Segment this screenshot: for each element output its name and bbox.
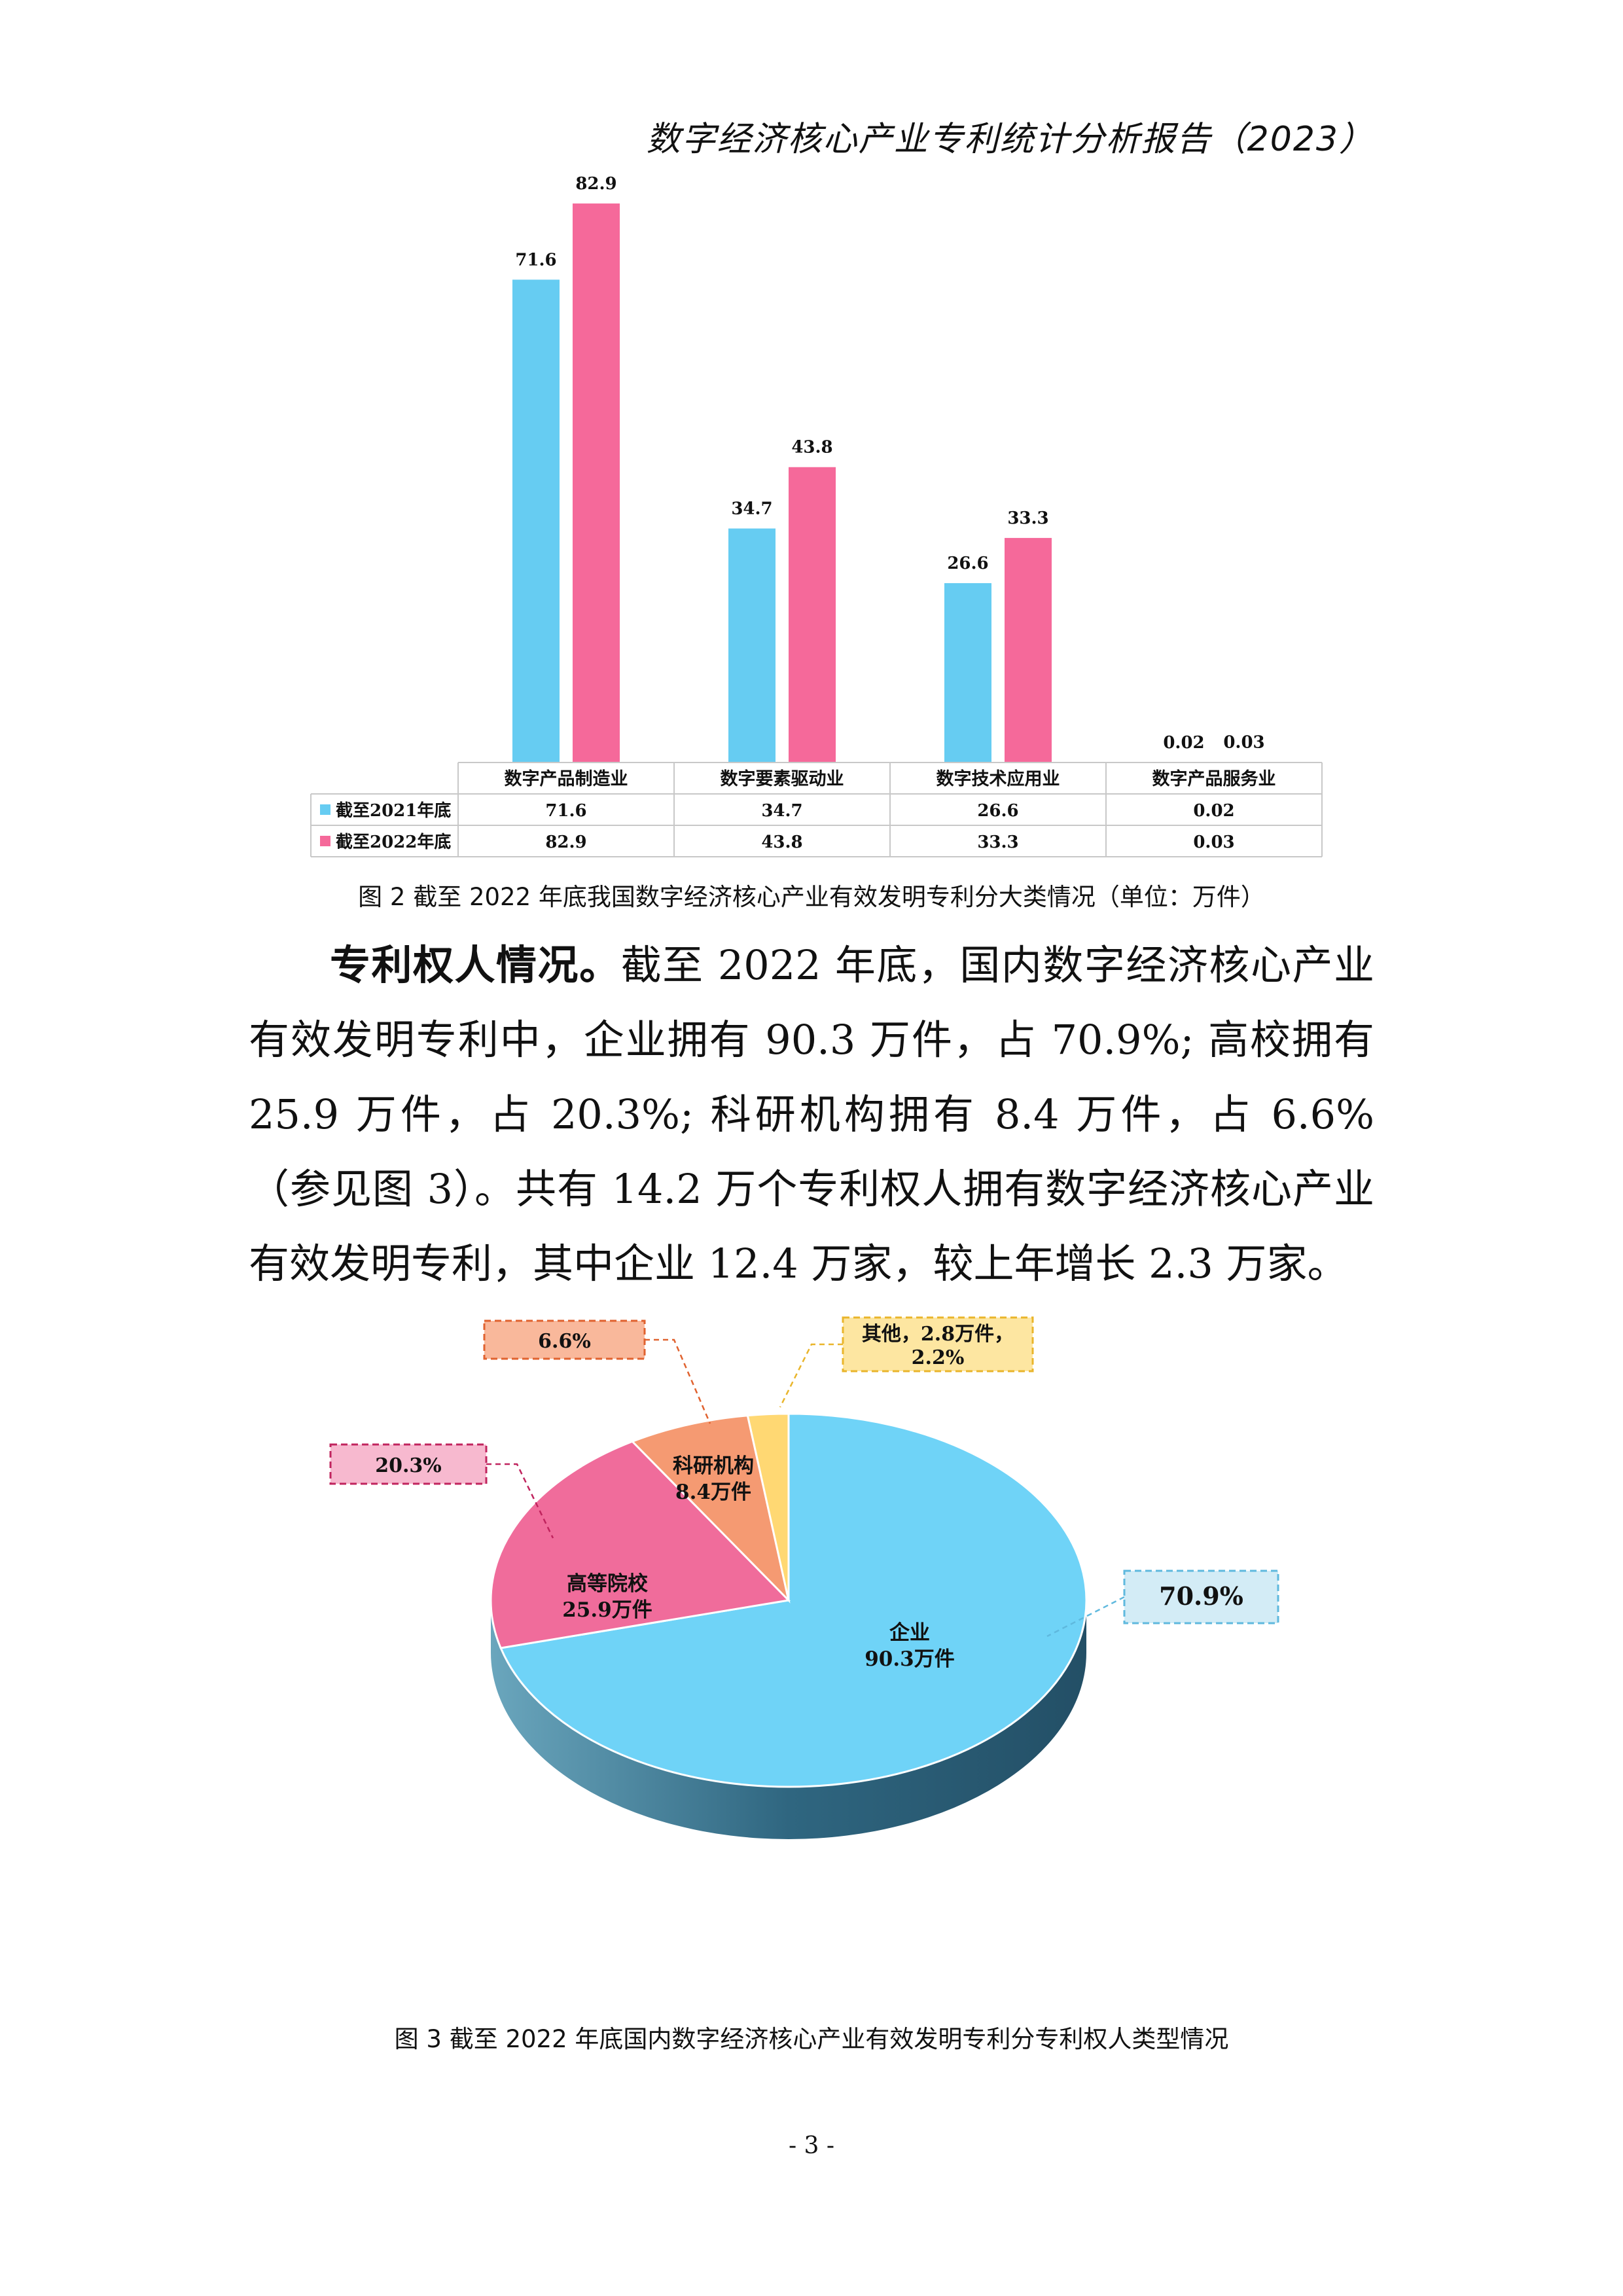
bar-value-label: 0.03	[1223, 733, 1264, 753]
category-label: 数字要素驱动业	[721, 768, 844, 789]
pie-slice-0	[499, 1412, 1088, 1788]
pie-side-wall	[491, 1600, 1086, 1839]
callout-label: 70.9%	[1159, 1581, 1243, 1611]
bar-0-0	[512, 279, 560, 762]
bar-0-2	[944, 583, 991, 762]
category-label: 数字产品服务业	[1152, 768, 1276, 789]
table-cell-value: 33.3	[977, 833, 1018, 852]
category-label: 数字技术应用业	[936, 768, 1060, 789]
bar-1-0	[573, 203, 620, 763]
legend-swatch	[320, 836, 330, 846]
figure-2-bar-chart: 71.6 82.9 34.7 43.8 26.6 33.3 0.02 0.03 数字产品制造业 7…	[310, 174, 1323, 857]
callout-label: 20.3%	[375, 1454, 442, 1477]
pie-slice-2	[630, 1414, 791, 1604]
callout-box	[483, 1319, 646, 1360]
figure-3-caption: 图 3 截至 2022 年底国内数字经济核心产业有效发明专利分专利权人类型情况	[394, 2025, 1229, 2053]
bar-value-label: 33.3	[1007, 509, 1048, 528]
pie-slice-1	[490, 1440, 791, 1649]
callout-box	[842, 1316, 1034, 1372]
legend-label: 截至2022年底	[336, 832, 451, 852]
slice-inner-label: 25.9万件	[562, 1598, 652, 1622]
table-cell-value: 82.9	[545, 833, 586, 852]
legend-label: 截至2021年底	[336, 800, 451, 821]
paragraph-lead: 专利权人情况。	[330, 941, 621, 989]
slice-inner-label: 90.3万件	[865, 1647, 955, 1671]
bar-value-label: 26.6	[947, 554, 988, 573]
bar-value-label: 43.8	[791, 438, 832, 457]
bar-value-label: 82.9	[575, 174, 616, 194]
callout-box	[329, 1443, 488, 1485]
table-cell-value: 0.03	[1193, 833, 1234, 852]
figure-2-caption: 图 2 截至 2022 年底我国数字经济核心产业有效发明专利分大类情况（单位：万…	[358, 883, 1265, 911]
bar-value-label: 34.7	[731, 499, 772, 518]
bar-1-2	[1005, 537, 1052, 762]
pie-slice-3	[746, 1412, 790, 1601]
slice-inner-label: 高等院校	[567, 1572, 648, 1596]
bar-0-1	[728, 528, 776, 762]
slice-inner-label: 企业	[889, 1621, 930, 1645]
bar-value-label: 0.02	[1163, 733, 1204, 753]
table-cell-value: 26.6	[977, 801, 1018, 821]
body-paragraph: 专利权人情况。截至 2022 年底，国内数字经济核心产业有效发明专利中，企业拥有…	[249, 928, 1374, 1301]
callout-leader-line	[486, 1463, 554, 1539]
table-cell-value: 34.7	[761, 801, 802, 821]
table-cell-value: 0.02	[1193, 801, 1234, 821]
callout-box	[1123, 1570, 1279, 1624]
paragraph-text: 截至 2022 年底，国内数字经济核心产业有效发明专利中，企业拥有 90.3 万…	[249, 941, 1374, 1287]
table-cell-value: 71.6	[545, 801, 586, 821]
legend-swatch	[320, 804, 330, 815]
callout-label: 其他，2.8万件，	[862, 1323, 1014, 1346]
callout-label: 6.6%	[538, 1330, 591, 1353]
callout-leader-line	[645, 1338, 711, 1424]
bar-1-1	[789, 467, 836, 762]
running-header: 数字经济核心产业专利统计分析报告（2023）	[646, 120, 1374, 159]
category-label: 数字产品制造业	[505, 768, 628, 789]
callout-leader-line	[779, 1343, 843, 1408]
table-cell-value: 43.8	[761, 833, 802, 852]
page-number: - 3 -	[788, 2132, 835, 2159]
slice-inner-label: 科研机构	[673, 1454, 754, 1478]
callout-label: 2.2%	[912, 1346, 965, 1369]
bar-value-label: 71.6	[515, 250, 556, 270]
slice-inner-label: 8.4万件	[675, 1480, 751, 1504]
